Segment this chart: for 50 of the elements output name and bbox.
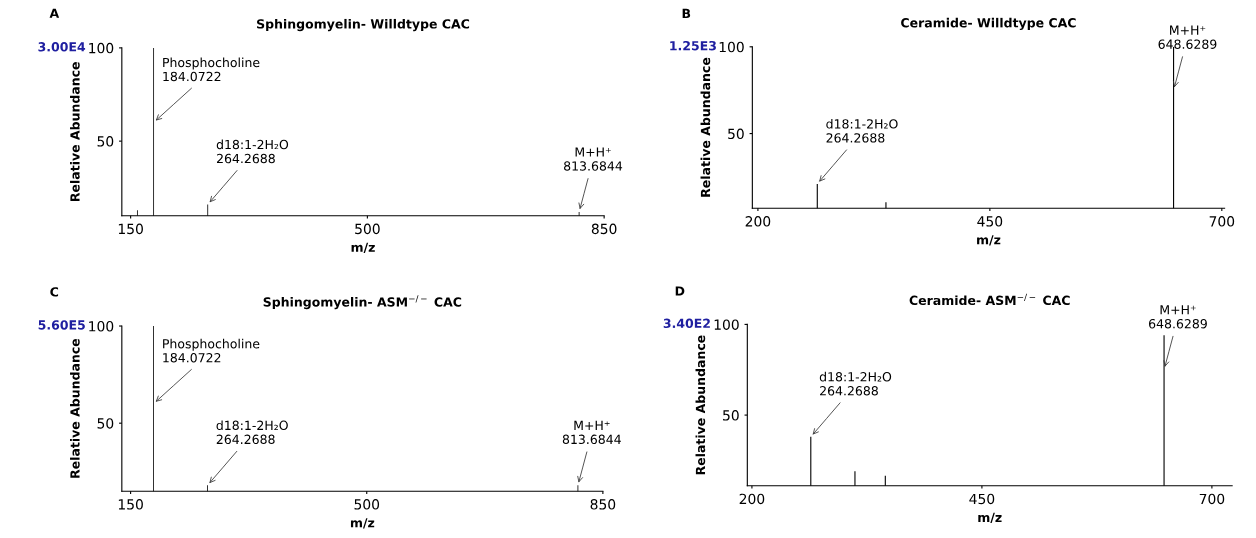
x-tick-label: 700 — [1199, 493, 1225, 505]
y-axis-title: Relative Abundance — [695, 335, 706, 475]
x-axis-title: m/z — [351, 242, 375, 254]
x-axis-title: m/z — [977, 235, 1001, 246]
text: 3.00E4 — [38, 42, 86, 52]
y-tick-label: 100 — [714, 319, 739, 330]
text: B — [682, 8, 691, 18]
text: D — [675, 286, 685, 296]
x-tick-label: 150 — [118, 499, 143, 510]
x-tick-label: 450 — [969, 493, 995, 505]
x-tick-label: 450 — [977, 216, 1003, 227]
text: C — [50, 287, 59, 297]
y-tick-label: 100 — [719, 41, 744, 53]
annotation: Phosphocholine 184.0722 — [163, 57, 260, 82]
annotation: Phosphocholine 184.0722 — [163, 338, 260, 363]
y-tick-label: 50 — [728, 128, 744, 140]
annotation: M+H⁺ 648.6289 — [1149, 305, 1207, 329]
y-tick-label: 100 — [89, 42, 114, 54]
x-tick-label: 850 — [590, 499, 616, 510]
y-tick-label: 100 — [89, 321, 114, 332]
y-tick-label: 50 — [723, 410, 739, 421]
y-axis-title: Relative Abundance — [70, 338, 80, 478]
y-tick-label: 50 — [97, 136, 114, 147]
annotation: M+H⁺ 648.6289 — [1158, 25, 1217, 49]
x-axis-title: m/z — [350, 518, 375, 529]
x-tick-label: 200 — [739, 493, 765, 505]
text: 1.25E3 — [670, 40, 716, 51]
text: A — [49, 8, 60, 18]
x-tick-label: 150 — [118, 223, 143, 235]
y-axis-title: Relative Abundance — [70, 62, 80, 201]
x-tick-label: 200 — [745, 216, 771, 227]
x-tick-label: 700 — [1209, 216, 1235, 227]
x-tick-label: 850 — [591, 223, 617, 235]
y-axis-title: Relative Abundance — [700, 57, 711, 197]
annotation: M+H⁺ 813.6844 — [562, 420, 621, 445]
text: 5.60E5 — [38, 320, 85, 330]
chart-title: Ceramide- Willdtype CAC — [901, 17, 1076, 31]
x-tick-label: 500 — [355, 223, 380, 235]
chart-title: Sphingomyelin- Willdtype CAC — [257, 18, 470, 32]
chart-title: Sphingomyelin- ASM$^{−/−}$ CAC — [263, 295, 462, 310]
annotation: M+H⁺ 813.6844 — [564, 147, 623, 171]
annotation: d18:1-2H₂O 264.2688 — [819, 371, 892, 396]
y-tick-label: 50 — [97, 418, 114, 429]
chart-title: Ceramide- ASM$^{−/−}$ CAC — [909, 293, 1070, 306]
annotation: d18:1-2H₂O 264.2688 — [826, 118, 898, 143]
x-axis-title: m/z — [978, 512, 1002, 524]
annotation: d18:1-2H₂O 264.2688 — [216, 420, 288, 445]
annotation: d18:1-2H₂O 264.2688 — [216, 139, 289, 164]
x-tick-label: 500 — [354, 499, 380, 510]
text: 3.40E2 — [663, 318, 710, 329]
